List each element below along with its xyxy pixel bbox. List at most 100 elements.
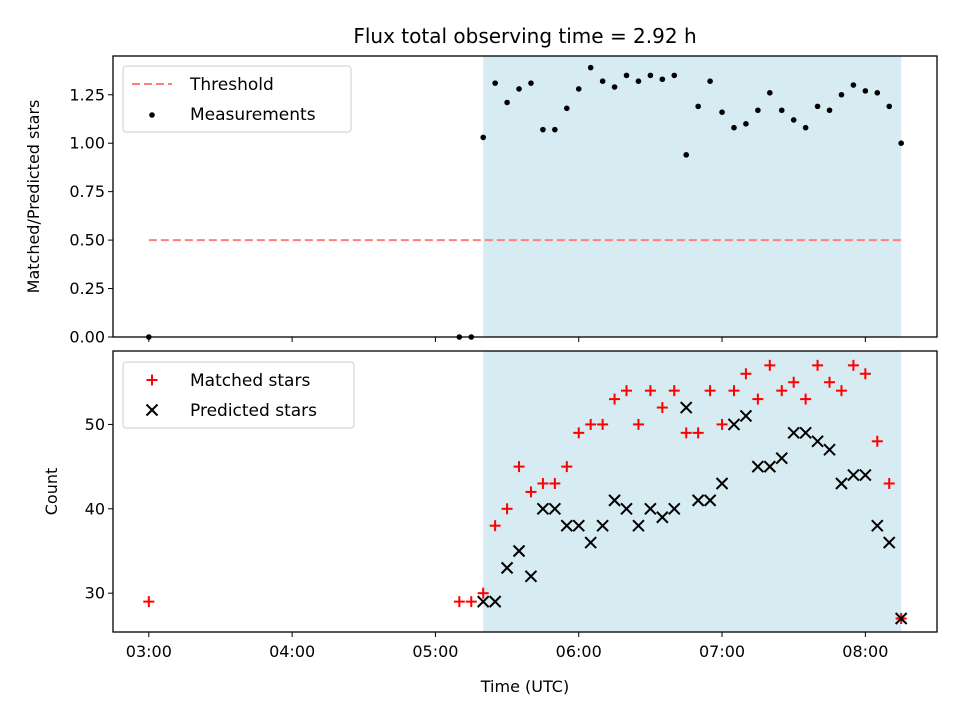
measurement-point bbox=[635, 78, 642, 84]
predicted-star-point bbox=[620, 502, 633, 516]
measurement-point bbox=[755, 107, 761, 114]
matched-star-point bbox=[621, 385, 633, 397]
matched-star-point bbox=[752, 393, 764, 405]
measurement-point bbox=[898, 140, 904, 147]
legend-predicted-label: Predicted stars bbox=[190, 401, 317, 421]
measurement-point bbox=[731, 124, 737, 131]
measurement-point bbox=[599, 78, 606, 84]
matched-star-point bbox=[740, 368, 752, 380]
bottom-y-axis-label: Count bbox=[42, 468, 61, 516]
y-tick-label: 40 bbox=[85, 499, 105, 518]
measurement-point bbox=[826, 107, 833, 114]
matched-star-point bbox=[525, 486, 537, 498]
matched-star-point bbox=[477, 587, 489, 599]
matched-star-point bbox=[489, 520, 501, 532]
x-axis-label: Time (UTC) bbox=[480, 677, 569, 696]
top-panel: 0.00 0.25 0.50 0.75 1.00 1.25 Flux total obse… bbox=[24, 24, 938, 347]
matched-star-point bbox=[764, 359, 776, 371]
matched-star-point bbox=[824, 376, 836, 388]
matched-star-point bbox=[501, 503, 513, 515]
x-tick-label: 08:00 bbox=[842, 642, 888, 661]
top-y-axis-label: Matched/Predicted stars bbox=[24, 100, 43, 294]
measurement-point bbox=[504, 99, 510, 106]
matched-star-point bbox=[692, 427, 704, 439]
predicted-star-point bbox=[871, 519, 884, 532]
bottom-panel: 30 40 50 03:00 04:00 05:00 06:00 07:00 08:00 Co… bbox=[42, 350, 938, 696]
predicted-star-point bbox=[536, 502, 550, 516]
legend-matched-marker bbox=[146, 374, 158, 386]
measurement-point bbox=[623, 72, 630, 79]
measurement-point bbox=[719, 109, 725, 115]
predicted-star-point bbox=[775, 451, 788, 465]
predicted-star-point bbox=[751, 460, 765, 473]
measurement-point bbox=[778, 107, 785, 114]
bottom-y-axis-ticks: 30 40 50 bbox=[85, 415, 113, 603]
bottom-x-axis-ticks: 03:00 04:00 05:00 06:00 07:00 08:00 bbox=[126, 632, 888, 661]
matched-star-points bbox=[143, 359, 907, 624]
predicted-star-point bbox=[488, 595, 502, 608]
predicted-star-point bbox=[596, 519, 609, 532]
predicted-star-point bbox=[894, 612, 908, 625]
legend-predicted-swatch bbox=[145, 403, 159, 417]
predicted-star-point bbox=[799, 426, 812, 440]
predicted-star-point bbox=[703, 494, 717, 507]
measurement-point bbox=[695, 103, 701, 110]
predicted-star-point bbox=[727, 418, 741, 431]
matched-star-point bbox=[632, 418, 644, 430]
predicted-star-point bbox=[668, 502, 681, 516]
top-axes-frame bbox=[112, 55, 938, 338]
predicted-star-point bbox=[763, 460, 777, 473]
matched-star-point bbox=[453, 596, 465, 608]
predicted-star-point bbox=[680, 401, 693, 414]
predicted-star-point bbox=[823, 443, 836, 456]
legend-measurements-label: Measurements bbox=[190, 105, 316, 125]
predicted-star-points bbox=[476, 401, 908, 625]
matched-star-point bbox=[656, 402, 668, 414]
predicted-star-point bbox=[847, 468, 860, 482]
measurement-point bbox=[743, 121, 749, 127]
matched-star-point bbox=[704, 385, 716, 397]
matched-star-point bbox=[561, 461, 573, 473]
matched-star-point bbox=[835, 385, 847, 397]
predicted-star-point bbox=[859, 468, 872, 482]
y-tick-label: 1.00 bbox=[69, 134, 105, 153]
matched-star-point bbox=[776, 385, 788, 397]
matched-star-point bbox=[513, 461, 525, 473]
predicted-star-point bbox=[656, 511, 669, 524]
bottom-legend-box bbox=[122, 361, 355, 429]
matched-star-point bbox=[597, 418, 609, 430]
observing-window-shade bbox=[483, 351, 902, 632]
matched-star-point bbox=[585, 418, 597, 430]
measurement-point bbox=[611, 84, 618, 90]
bottom-axes-frame bbox=[112, 350, 938, 633]
legend-matched-label: Matched stars bbox=[190, 371, 310, 391]
measurement-point bbox=[886, 103, 893, 110]
predicted-star-point bbox=[632, 519, 645, 532]
y-tick-label: 50 bbox=[85, 415, 105, 434]
measurement-point bbox=[659, 76, 666, 83]
matched-star-point bbox=[788, 376, 800, 388]
measurement-point bbox=[814, 103, 821, 110]
predicted-star-point bbox=[560, 519, 574, 532]
predicted-star-point bbox=[691, 494, 705, 507]
matched-star-point bbox=[812, 359, 824, 371]
x-tick-label: 05:00 bbox=[412, 642, 458, 661]
predicted-star-point bbox=[476, 595, 490, 608]
measurement-point bbox=[802, 124, 809, 131]
predicted-star-point bbox=[644, 502, 657, 516]
matched-star-point bbox=[728, 385, 740, 397]
predicted-star-point bbox=[835, 477, 848, 490]
x-tick-label: 07:00 bbox=[699, 642, 745, 661]
y-tick-label: 1.25 bbox=[69, 85, 105, 104]
predicted-star-point bbox=[584, 536, 597, 549]
measurement-point bbox=[587, 64, 594, 71]
predicted-star-point bbox=[811, 435, 824, 448]
matched-star-point bbox=[465, 596, 477, 608]
predicted-star-point bbox=[572, 519, 585, 532]
y-tick-label: 30 bbox=[85, 584, 105, 603]
matched-star-point bbox=[644, 385, 656, 397]
top-y-axis-ticks: 0.00 0.25 0.50 0.75 1.00 1.25 bbox=[69, 85, 113, 347]
matched-star-point bbox=[680, 427, 692, 439]
predicted-star-point bbox=[548, 502, 562, 516]
bottom-legend: Matched stars Predicted stars bbox=[122, 361, 355, 429]
